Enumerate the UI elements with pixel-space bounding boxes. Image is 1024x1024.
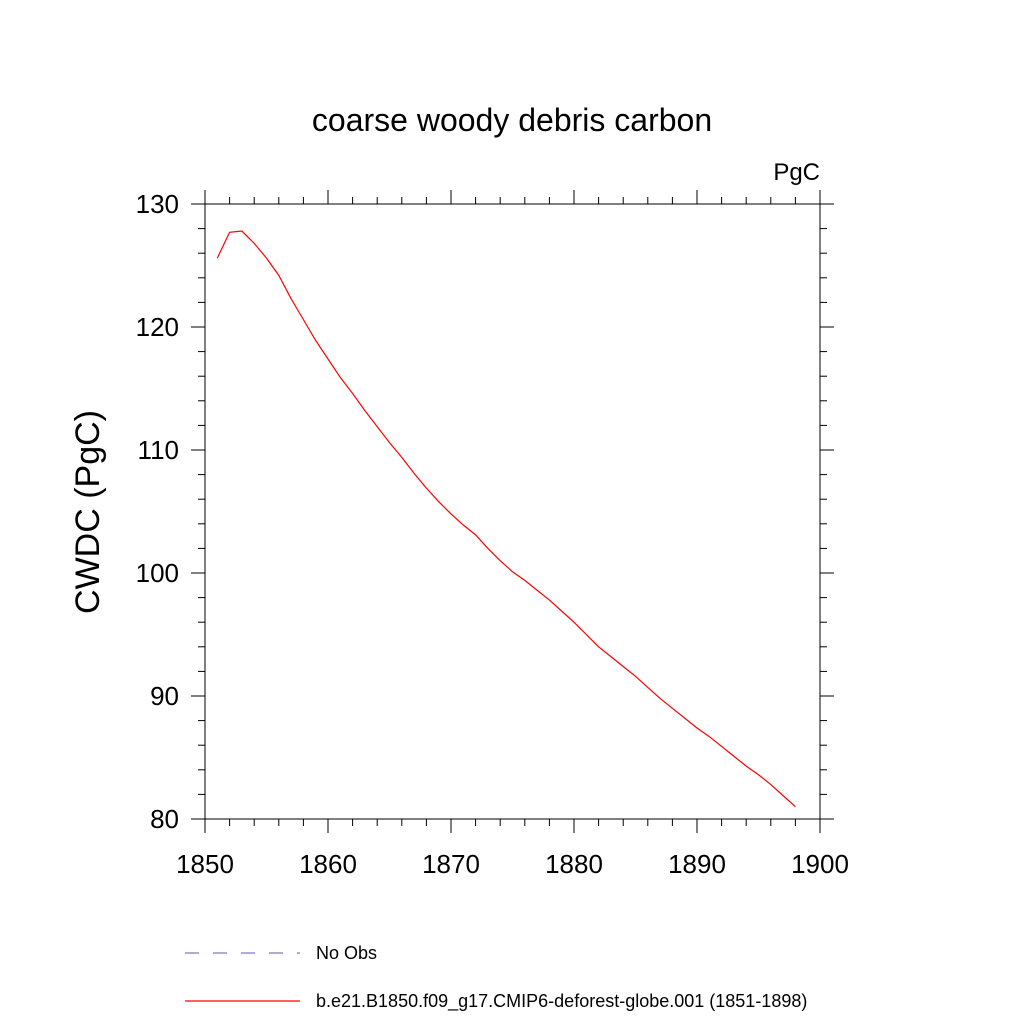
tick-labels: 1850 1860 1870 1880 1890 1900 80 90 100 110 120 130	[136, 189, 849, 879]
series-lines	[216, 230, 796, 808]
x-tick-label: 1870	[422, 849, 480, 879]
x-tick-label: 1860	[299, 849, 357, 879]
series-line-1	[216, 230, 796, 808]
y-tick-label: 80	[150, 804, 179, 834]
y-tick-label: 130	[136, 189, 179, 219]
y-tick-label: 120	[136, 312, 179, 342]
units-label: PgC	[773, 159, 820, 186]
y-tick-label: 110	[138, 435, 179, 465]
axis-ticks	[191, 190, 834, 833]
legend-label-0: No Obs	[316, 943, 377, 963]
plot-frame	[204, 203, 821, 820]
x-tick-label: 1850	[176, 849, 234, 879]
x-tick-label: 1890	[668, 849, 726, 879]
legend: No Obs b.e21.B1850.f09_g17.CMIP6-deforest…	[185, 943, 807, 1012]
y-tick-label: 90	[150, 681, 179, 711]
y-axis-label: CWDC (PgC)	[69, 410, 107, 614]
x-tick-label: 1900	[791, 849, 849, 879]
chart-title: coarse woody debris carbon	[312, 102, 712, 138]
legend-label-1: b.e21.B1850.f09_g17.CMIP6-deforest-globe…	[316, 991, 807, 1012]
x-tick-label: 1880	[545, 849, 603, 879]
y-tick-label: 100	[136, 558, 179, 588]
